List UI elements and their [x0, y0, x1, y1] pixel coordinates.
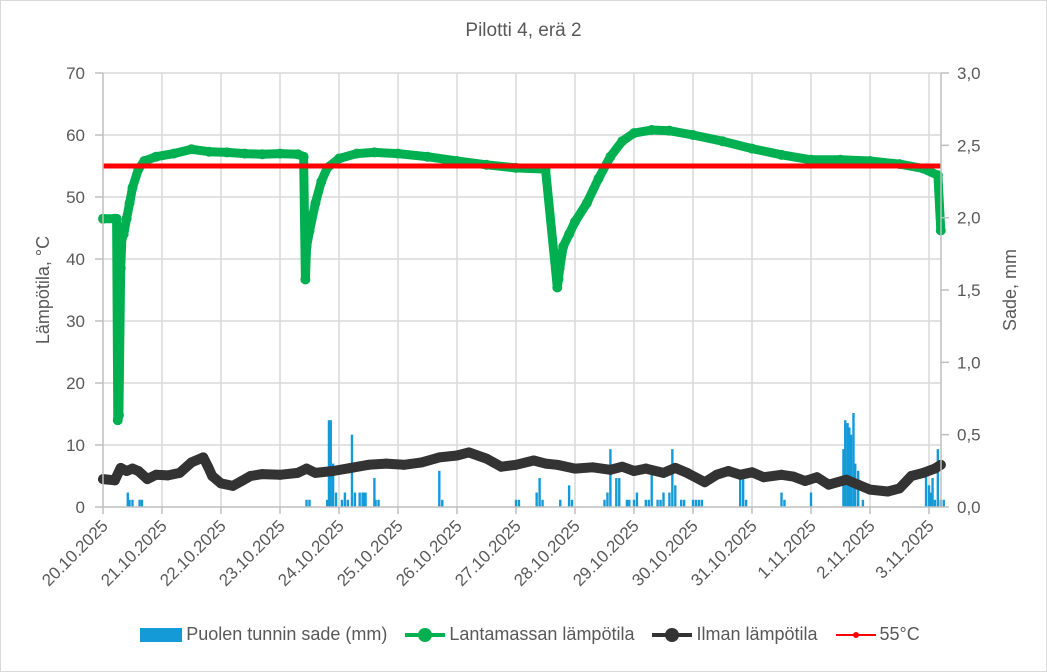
legend-item-rain: Puolen tunnin sade (mm) — [140, 624, 387, 645]
svg-text:0,0: 0,0 — [957, 498, 981, 517]
svg-text:2,5: 2,5 — [957, 136, 981, 155]
legend-item-threshold: 55°C — [835, 624, 920, 645]
green-line-marker-icon — [405, 627, 446, 642]
red-line-marker-icon — [835, 628, 876, 642]
svg-text:0: 0 — [76, 498, 85, 517]
svg-text:2.11.2025: 2.11.2025 — [813, 516, 879, 582]
svg-text:3,0: 3,0 — [957, 64, 981, 83]
svg-text:70: 70 — [66, 64, 85, 83]
svg-text:10: 10 — [66, 436, 85, 455]
chart-title: Pilotti 4, erä 2 — [465, 20, 582, 41]
series-lines — [98, 125, 946, 497]
svg-text:0,5: 0,5 — [957, 426, 981, 445]
svg-text:3.11.2025: 3.11.2025 — [872, 516, 938, 582]
y-axis-label: Lämpötila, °C — [33, 236, 53, 344]
svg-text:1,5: 1,5 — [957, 281, 981, 300]
dark-line-marker-icon — [652, 627, 693, 642]
gridlines — [103, 72, 941, 507]
y2-axis-label: Sade, mm — [1000, 249, 1020, 331]
legend-item-air-temp: Ilman lämpötila — [652, 624, 818, 645]
svg-text:30: 30 — [66, 312, 85, 331]
svg-text:1.11.2025: 1.11.2025 — [754, 516, 820, 582]
bar-swatch-icon — [140, 627, 183, 642]
svg-text:50: 50 — [66, 188, 85, 207]
axes — [95, 72, 949, 514]
svg-text:1,0: 1,0 — [957, 353, 981, 372]
tick-labels: 0102030405060700,00,51,01,52,02,53,020.1… — [38, 64, 980, 590]
legend-item-manure-temp: Lantamassan lämpötila — [405, 624, 634, 645]
svg-text:60: 60 — [66, 126, 85, 145]
svg-text:20: 20 — [66, 374, 85, 393]
svg-text:2,0: 2,0 — [957, 209, 981, 228]
svg-text:40: 40 — [66, 250, 85, 269]
legend: Puolen tunnin sade (mm) Lantamassan lämp… — [70, 624, 990, 645]
